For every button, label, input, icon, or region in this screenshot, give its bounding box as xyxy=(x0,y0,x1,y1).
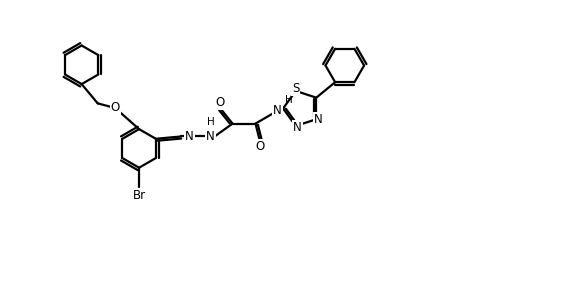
Text: Br: Br xyxy=(132,189,146,202)
Text: N: N xyxy=(273,104,282,117)
Text: O: O xyxy=(215,96,224,109)
Text: H: H xyxy=(207,117,214,127)
Text: S: S xyxy=(292,82,299,95)
Text: N: N xyxy=(185,130,194,143)
Text: N: N xyxy=(314,113,323,126)
Text: N: N xyxy=(206,130,215,143)
Text: O: O xyxy=(111,101,120,114)
Text: N: N xyxy=(293,121,302,134)
Text: O: O xyxy=(255,140,265,153)
Text: H: H xyxy=(285,95,292,105)
